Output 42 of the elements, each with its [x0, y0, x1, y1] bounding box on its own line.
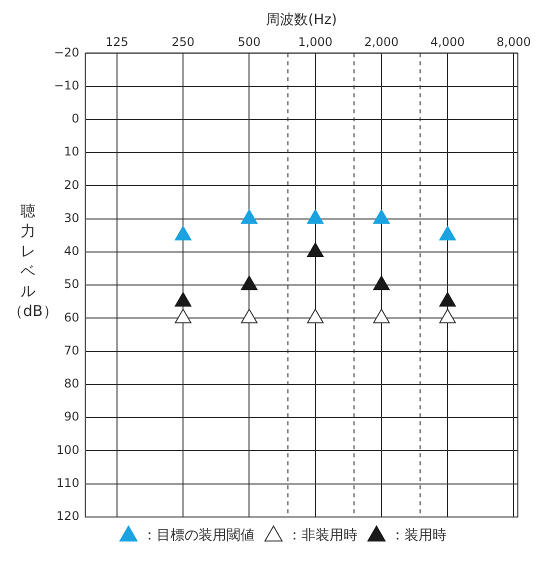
y-tick-label: 40	[64, 244, 80, 258]
legend-label: ：目標の装用閾値	[142, 528, 254, 544]
point	[439, 226, 456, 240]
y-tick-label: 90	[64, 410, 80, 424]
x-tick-label: 500	[238, 35, 261, 50]
y-tick-label: 0	[72, 112, 80, 126]
y-tick-label: 10	[64, 144, 80, 159]
y-axis-title: 聴力レベル（dB）	[8, 200, 58, 320]
point	[240, 276, 258, 290]
x-tick-label: 125	[106, 35, 128, 50]
x-tick-label: 8,000	[496, 35, 531, 50]
y-tick-label: 30	[64, 210, 80, 225]
point	[174, 226, 192, 240]
x-tick-label: 1,000	[298, 35, 333, 50]
legend-label: ：非装用時	[288, 528, 358, 544]
point	[174, 292, 192, 307]
point	[240, 308, 258, 324]
x-axis-title: 周波数(Hz)	[266, 12, 337, 28]
y-tick-label: 80	[64, 376, 80, 391]
y-tick-label: 110	[56, 476, 80, 490]
point	[373, 209, 390, 224]
x-tick-label: 4,000	[430, 35, 465, 50]
y-tick-label: −10	[54, 78, 80, 92]
point	[174, 308, 192, 324]
y-tick-label: 20	[64, 178, 80, 192]
y-tick-label: 120	[56, 509, 80, 524]
y-tick-label: 70	[64, 343, 80, 358]
point	[439, 292, 456, 307]
point	[307, 242, 324, 257]
point	[439, 308, 456, 324]
point	[307, 209, 324, 224]
x-tick-label: 2,000	[364, 35, 399, 50]
point	[240, 209, 258, 224]
y-tick-label: 50	[64, 277, 80, 292]
x-tick-label: 250	[172, 35, 195, 50]
y-tick-label: 60	[64, 310, 80, 324]
point	[373, 276, 390, 290]
point	[307, 308, 324, 324]
point	[373, 308, 390, 324]
y-tick-label: −20	[54, 45, 80, 60]
legend-label: ：装用時	[390, 528, 446, 544]
y-tick-label: 100	[56, 442, 80, 457]
